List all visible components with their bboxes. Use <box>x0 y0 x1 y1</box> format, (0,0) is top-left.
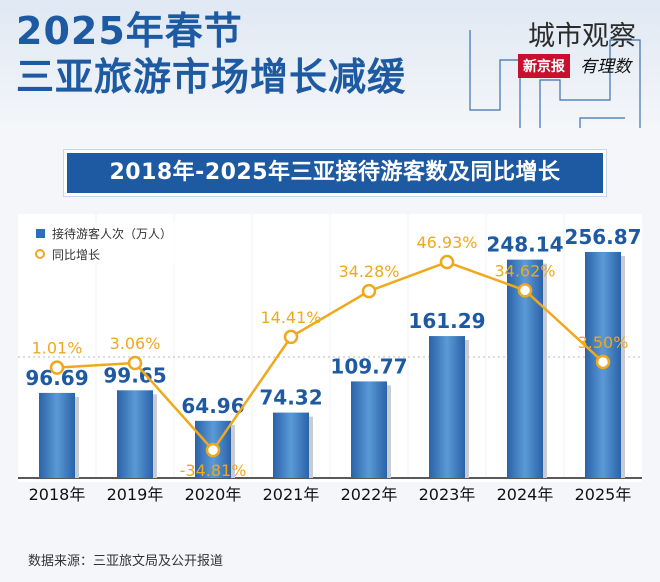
growth-point <box>595 354 611 370</box>
legend: 接待游客人次（万人） 同比增长 <box>28 222 218 264</box>
bar-value-label: 74.32 <box>259 386 322 410</box>
bar-2022年 <box>351 381 387 478</box>
title-line-2: 三亚旅游市场增长减缓 <box>16 55 407 99</box>
x-tick-label: 2021年 <box>263 485 320 504</box>
x-tick-label: 2025年 <box>575 485 632 504</box>
bar-value-label: 248.14 <box>486 233 563 257</box>
chart-title-banner: 2018年-2025年三亚接待游客数及同比增长 <box>64 150 606 196</box>
brand-logo: 城市观察 新京报 有理数 <box>510 14 650 96</box>
bar-value-label: 109.77 <box>330 354 407 378</box>
bar-value-label: 161.29 <box>408 309 485 333</box>
legend-line-swatch <box>35 249 45 259</box>
bar-value-label: 64.96 <box>181 394 244 418</box>
x-tick-label: 2024年 <box>497 485 554 504</box>
growth-line-series <box>49 254 611 458</box>
growth-point <box>439 254 455 270</box>
brand-badge: 新京报 <box>518 54 570 78</box>
growth-point <box>127 355 143 371</box>
bar-value-label: 256.87 <box>564 225 641 249</box>
growth-value-label: 3.06% <box>110 334 161 353</box>
x-tick-label: 2018年 <box>29 485 86 504</box>
x-tick-label: 2023年 <box>419 485 476 504</box>
growth-value-label: 14.41% <box>260 308 321 327</box>
bar-2021年 <box>273 412 309 478</box>
bar-2023年 <box>429 336 465 478</box>
bar-series <box>39 251 625 478</box>
brand-name: 城市观察 <box>528 21 636 52</box>
bar-2019年 <box>117 390 153 478</box>
page-title: 2025年春节 三亚旅游市场增长减缓 <box>16 8 406 100</box>
bar-2018年 <box>39 392 75 478</box>
legend-bar-swatch <box>36 229 45 238</box>
data-source: 数据来源：三亚旅文局及公开报道 <box>28 554 224 569</box>
x-tick-label: 2020年 <box>185 485 242 504</box>
brand-sub: 有理数 <box>580 57 631 77</box>
growth-point <box>205 442 221 458</box>
growth-value-label: 46.93% <box>416 233 477 252</box>
growth-point <box>361 283 377 299</box>
growth-value-label: 3.50% <box>578 333 629 352</box>
legend-line-label: 同比增长 <box>52 248 100 262</box>
x-tick-label: 2022年 <box>341 485 398 504</box>
growth-value-label: 1.01% <box>32 339 83 358</box>
growth-line <box>56 260 604 453</box>
growth-point <box>283 329 299 345</box>
growth-value-label: 34.28% <box>338 262 399 281</box>
growth-point <box>517 283 533 298</box>
growth-value-label: 34.62% <box>494 261 555 280</box>
growth-point <box>49 360 65 375</box>
x-tick-label: 2019年 <box>107 485 164 504</box>
x-axis-tick-labels: 2018年 2019年 2020年 2021年 2022年 2023年 2024年 2025年 <box>29 485 632 504</box>
legend-bar-label: 接待游客人次（万人） <box>52 226 172 241</box>
growth-value-label: -34.81% <box>180 461 247 480</box>
title-line-1: 2025年春节 <box>16 9 243 53</box>
growth-value-labels: 1.01% 3.06% -34.81% 14.41% 34.28% 46.93% 34.62… <box>32 233 629 480</box>
